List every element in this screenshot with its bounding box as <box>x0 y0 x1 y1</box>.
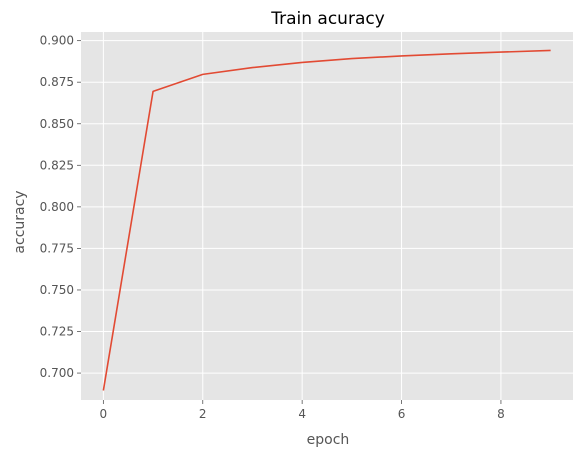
plot-area <box>81 32 573 400</box>
y-tick-label: 0.900 <box>40 34 74 48</box>
y-tick-label: 0.725 <box>40 325 74 339</box>
y-axis-ticks: 0.700 0.725 0.750 0.775 0.800 0.825 0.850 0.875… <box>40 34 81 380</box>
y-tick-label: 0.750 <box>40 283 74 297</box>
x-tick-label: 4 <box>298 407 306 421</box>
y-tick-label: 0.875 <box>40 75 74 89</box>
x-axis-ticks: 0 2 4 6 8 <box>100 400 505 421</box>
x-tick-label: 2 <box>199 407 207 421</box>
y-axis-label: accuracy <box>12 190 28 253</box>
y-tick-label: 0.825 <box>40 158 74 172</box>
y-tick-label: 0.775 <box>40 241 74 255</box>
x-tick-label: 8 <box>497 407 505 421</box>
x-axis-label: epoch <box>307 432 350 448</box>
x-tick-label: 0 <box>100 407 108 421</box>
y-tick-label: 0.800 <box>40 200 74 214</box>
x-tick-label: 6 <box>398 407 406 421</box>
y-tick-label: 0.700 <box>40 366 74 380</box>
y-tick-label: 0.850 <box>40 117 74 131</box>
chart-title: Train acuracy <box>270 9 385 29</box>
